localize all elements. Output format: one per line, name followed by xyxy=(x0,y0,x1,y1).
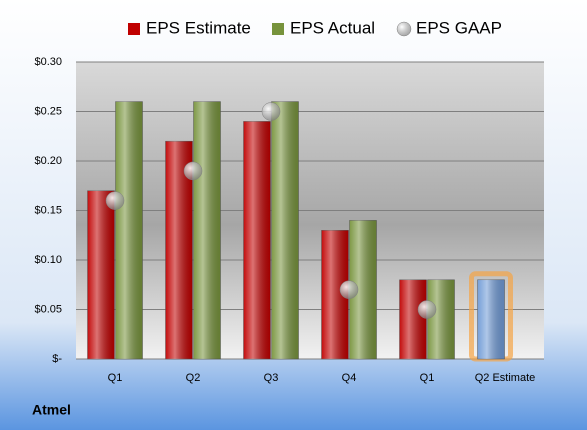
bar-shine xyxy=(477,279,505,359)
gaap-marker xyxy=(417,300,437,319)
x-tick-label: Q1 xyxy=(420,372,435,384)
x-tick-label: Q2 xyxy=(186,372,201,384)
bar-shine xyxy=(115,101,143,359)
bar-shine xyxy=(427,279,455,359)
bar-shine xyxy=(271,101,299,359)
legend-label: EPS GAAP xyxy=(416,18,502,37)
x-tick-label: Q1 xyxy=(108,372,123,384)
gaap-marker xyxy=(261,102,281,121)
chart-title: Atmel xyxy=(32,402,71,418)
gaap-marker xyxy=(183,161,203,181)
legend-swatch xyxy=(272,23,284,35)
x-tick-label: Q2 Estimate xyxy=(475,372,536,384)
bar-shine xyxy=(243,121,271,360)
y-tick-label: $0.20 xyxy=(34,155,62,167)
x-tick-label: Q4 xyxy=(342,372,357,384)
gaap-marker xyxy=(339,280,359,299)
bar-shine xyxy=(399,279,427,359)
gaap-marker xyxy=(105,191,125,210)
y-tick-label: $0.15 xyxy=(34,204,62,216)
x-tick-label: Q3 xyxy=(264,372,279,384)
y-tick-label: $- xyxy=(52,353,62,365)
legend-label: EPS Actual xyxy=(290,18,375,37)
y-tick-label: $0.05 xyxy=(34,303,62,315)
legend-swatch xyxy=(396,21,412,37)
legend-label: EPS Estimate xyxy=(146,18,251,37)
y-tick-label: $0.10 xyxy=(34,254,62,266)
y-tick-label: $0.25 xyxy=(34,105,62,117)
y-tick-label: $0.30 xyxy=(34,56,62,68)
bar-shine xyxy=(193,101,221,359)
legend-swatch xyxy=(128,23,140,35)
bar-shine xyxy=(87,190,115,359)
